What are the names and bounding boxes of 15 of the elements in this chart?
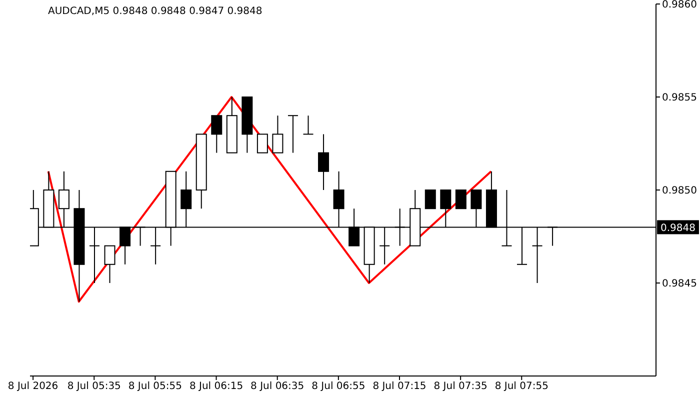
x-tick-label: 8 Jul 06:15 xyxy=(189,381,244,392)
y-tick-label: 0.9855 xyxy=(662,92,697,104)
y-tick-label: 0.9860 xyxy=(662,0,697,11)
x-tick-label: 8 Jul 2026 xyxy=(8,381,58,392)
y-tick-label: 0.9850 xyxy=(662,186,697,197)
x-tick-label: 8 Jul 07:55 xyxy=(494,381,548,392)
x-tick-label: 8 Jul 07:35 xyxy=(434,381,488,392)
ref-line-label: 0.9848 xyxy=(660,223,696,234)
x-tick-label: 8 Jul 05:35 xyxy=(67,381,121,392)
x-tick-label: 8 Jul 06:55 xyxy=(312,381,366,392)
chart-title: AUDCAD,M5 0.9848 0.9848 0.9847 0.9848 xyxy=(48,6,262,17)
x-tick-label: 8 Jul 07:15 xyxy=(372,381,426,392)
y-tick-label: 0.9845 xyxy=(662,278,697,290)
x-tick-label: 8 Jul 05:55 xyxy=(128,381,182,392)
x-tick-label: 8 Jul 06:35 xyxy=(250,381,304,392)
